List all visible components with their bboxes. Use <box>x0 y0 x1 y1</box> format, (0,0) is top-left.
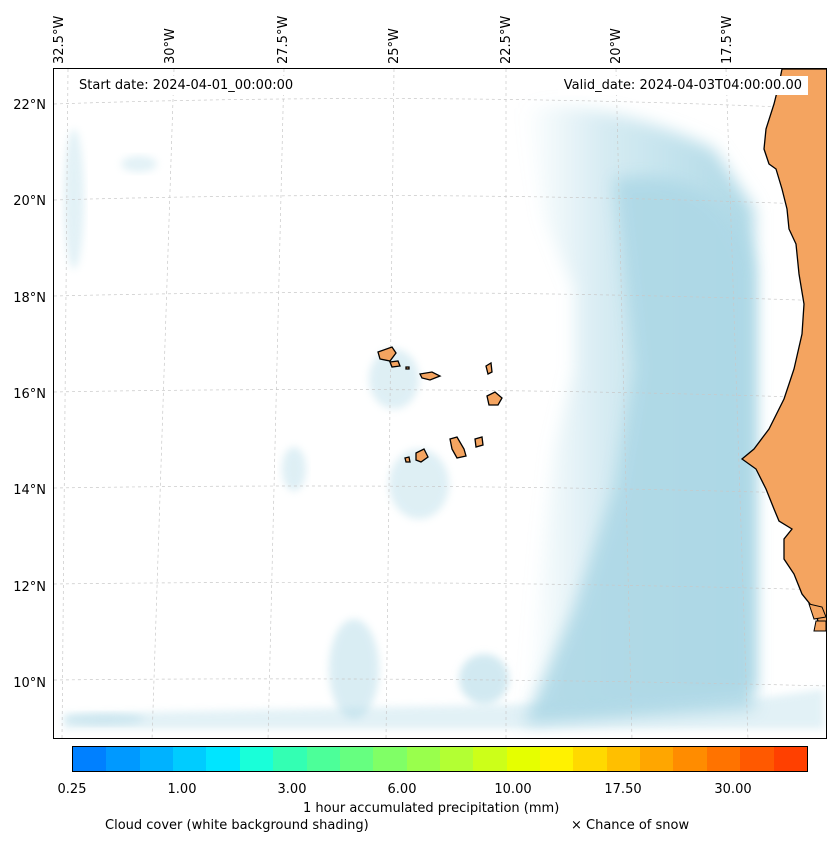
colorbar-tick: 0.25 <box>57 782 87 797</box>
island-santiago <box>449 436 467 459</box>
colorbar-segment <box>773 747 807 771</box>
colorbar-segment <box>139 747 174 771</box>
lat-label: 16°N <box>13 387 46 402</box>
gridlines <box>54 69 826 738</box>
colorbar-segment <box>540 747 574 771</box>
island-sal <box>485 361 493 375</box>
lon-label: 32.5°W <box>52 15 67 64</box>
lat-label: 10°N <box>13 676 46 691</box>
lon-label: 30°W <box>163 28 178 64</box>
colorbar-segment <box>606 747 641 771</box>
lat-label: 20°N <box>13 194 46 209</box>
valid-date-label: Valid_date: 2024-04-03T04:00:00.00 <box>557 76 808 95</box>
lon-label: 22.5°W <box>499 15 514 64</box>
colorbar-segment <box>673 747 707 771</box>
colorbar-segment <box>473 747 507 771</box>
colorbar-segment <box>740 747 774 771</box>
lon-label: 27.5°W <box>276 15 291 64</box>
island-bissagos <box>813 620 826 632</box>
lon-label: 25°W <box>387 28 402 64</box>
lat-label: 18°N <box>13 291 46 306</box>
colorbar-segment <box>306 747 340 771</box>
lon-label: 17.5°W <box>720 15 735 64</box>
cloud-blob <box>389 449 449 519</box>
colorbar-tick: 17.50 <box>604 782 642 797</box>
colorbar-tick: 10.00 <box>494 782 532 797</box>
colorbar-title: 1 hour accumulated precipitation (mm) <box>303 801 560 816</box>
cloud-blob <box>459 654 509 704</box>
colorbar-segment <box>173 747 207 771</box>
colorbar-segment <box>339 747 374 771</box>
colorbar-segment <box>273 747 307 771</box>
colorbar-segment <box>406 747 440 771</box>
lat-label: 22°N <box>13 98 46 113</box>
colorbar-segment <box>239 747 274 771</box>
map-panel[interactable] <box>53 68 827 739</box>
cloud-blob <box>121 156 157 172</box>
island-maio <box>474 436 484 448</box>
precipitation-colorbar <box>72 746 808 772</box>
lat-label: 12°N <box>13 580 46 595</box>
cloud-blob <box>64 129 84 269</box>
cloud-blob <box>282 447 306 491</box>
colorbar-segment <box>439 747 474 771</box>
island-boa-vista <box>486 391 503 406</box>
colorbar-tick: 6.00 <box>387 782 417 797</box>
colorbar-segment <box>206 747 240 771</box>
colorbar-segment <box>73 747 107 771</box>
cloud-cover-legend: Cloud cover (white background shading) <box>105 818 369 833</box>
colorbar-tick: 1.00 <box>167 782 197 797</box>
island-bissagos <box>808 603 826 620</box>
cloud-blob <box>369 349 419 409</box>
island-santa-luzia <box>405 366 410 370</box>
cloud-strip-south <box>64 689 824 729</box>
africa-coast-land <box>740 69 826 629</box>
map-canvas <box>54 69 826 738</box>
island-sao-nicolau <box>419 371 442 381</box>
colorbar-tick: 30.00 <box>714 782 752 797</box>
colorbar-segment <box>106 747 140 771</box>
snow-legend: × Chance of snow <box>571 818 690 833</box>
colorbar-segment <box>706 747 741 771</box>
colorbar-segment <box>573 747 607 771</box>
cloud-field-band <box>524 176 754 724</box>
colorbar-segment <box>373 747 407 771</box>
island-santo-antao <box>377 346 397 362</box>
start-date-label: Start date: 2024-04-01_00:00:00 <box>73 76 300 95</box>
cloud-blob <box>329 619 379 719</box>
cloud-cover-shading <box>64 106 824 729</box>
island-sao-vicente <box>389 360 401 368</box>
colorbar-segment <box>506 747 541 771</box>
colorbar-tick: 3.00 <box>277 782 307 797</box>
island-fogo <box>415 448 429 463</box>
island-brava <box>404 456 411 463</box>
lat-label: 14°N <box>13 483 46 498</box>
cape-verde-islands <box>377 346 503 463</box>
colorbar-segment <box>640 747 674 771</box>
lon-label: 20°W <box>609 28 624 64</box>
cloud-blob <box>64 713 144 725</box>
